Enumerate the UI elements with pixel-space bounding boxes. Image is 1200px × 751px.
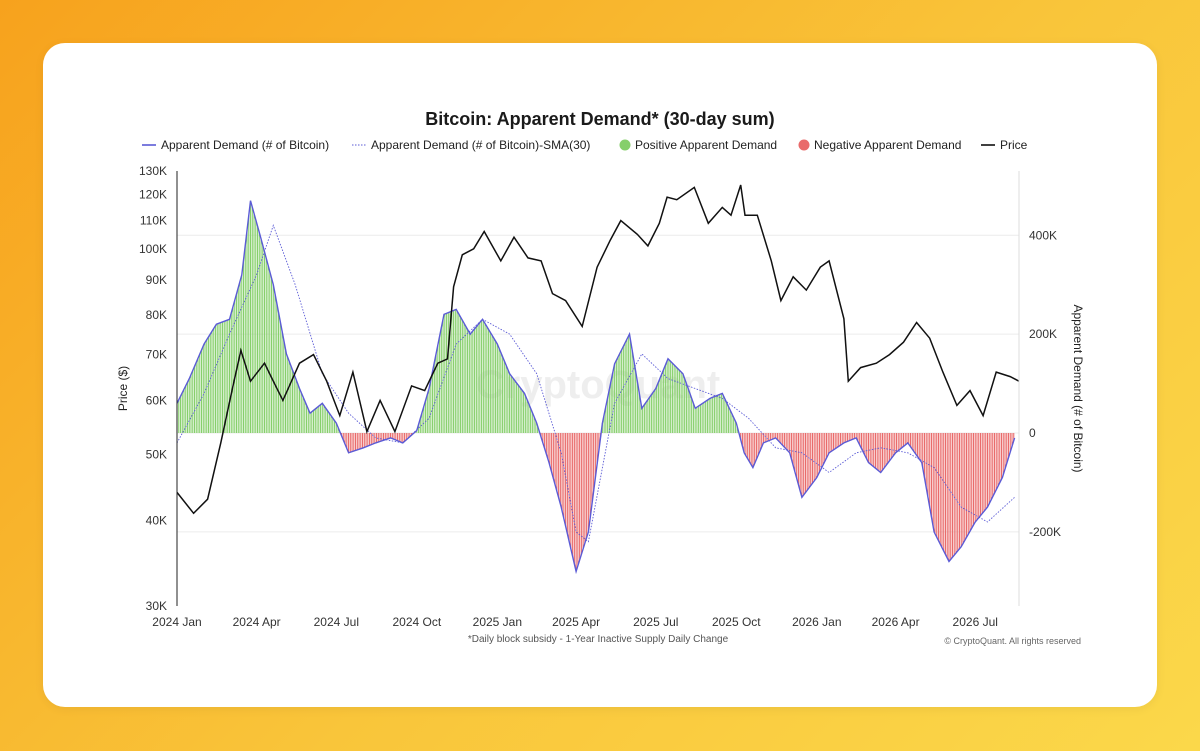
left-tick-label: 60K: [146, 393, 167, 407]
watermark-logo: CryptoQuant: [476, 363, 720, 407]
x-tick-label: 2025 Jan: [473, 615, 522, 629]
left-tick-label: 40K: [146, 514, 167, 528]
apparent-demand-line: [176, 200, 1016, 575]
chart-card: Bitcoin: Apparent Demand* (30-day sum) A…: [43, 43, 1157, 707]
left-tick-label: 30K: [146, 599, 167, 613]
demand-bars: [176, 200, 1015, 572]
left-axis-title: Price ($): [116, 366, 130, 411]
x-tick-label: 2024 Jul: [314, 615, 359, 629]
x-tick-label: 2026 Apr: [872, 615, 920, 629]
legend-label: Positive Apparent Demand: [635, 138, 777, 152]
left-tick-label: 90K: [146, 273, 167, 287]
apparent-demand-chart: Bitcoin: Apparent Demand* (30-day sum) A…: [116, 109, 1085, 646]
left-tick-label: 120K: [139, 188, 167, 202]
legend-label: Apparent Demand (# of Bitcoin)-SMA(30): [371, 138, 590, 152]
left-tick-label: 130K: [139, 164, 167, 178]
right-tick-label: -200K: [1029, 525, 1061, 539]
chart-title: Bitcoin: Apparent Demand* (30-day sum): [425, 109, 774, 129]
chart-axes: 30K 40K 50K 60K 70K 80K 90K 100K 110K 120K 130K 400…: [116, 164, 1085, 629]
chart-footnote: *Daily block subsidy - 1-Year Inactive S…: [468, 634, 729, 645]
x-tick-label: 2026 Jul: [953, 615, 998, 629]
right-axis-title: Apparent Demand (# of Bitcoin): [1071, 304, 1085, 472]
legend-dot-swatch: [619, 139, 631, 151]
chart-legend: Apparent Demand (# of Bitcoin) Apparent D…: [142, 138, 1028, 152]
legend-label: Apparent Demand (# of Bitcoin): [161, 138, 329, 152]
left-tick-label: 110K: [140, 214, 167, 228]
x-tick-label: 2025 Apr: [552, 615, 600, 629]
x-tick-label: 2024 Apr: [233, 615, 281, 629]
chart-lines: [176, 184, 1020, 575]
left-tick-label: 100K: [139, 242, 167, 256]
x-tick-label: 2025 Jul: [633, 615, 678, 629]
left-tick-label: 80K: [146, 308, 167, 322]
left-tick-label: 50K: [146, 447, 167, 461]
legend-label: Negative Apparent Demand: [814, 138, 961, 152]
x-tick-label: 2024 Oct: [392, 615, 441, 629]
price-line: [176, 184, 1020, 515]
right-tick-label: 200K: [1029, 327, 1057, 341]
copyright-notice: © CryptoQuant. All rights reserved: [944, 636, 1081, 646]
x-tick-label: 2025 Oct: [712, 615, 761, 629]
legend-dot-swatch: [798, 139, 810, 151]
right-tick-label: 400K: [1029, 228, 1057, 242]
left-tick-label: 70K: [146, 348, 167, 362]
apparent-demand-sma-line: [176, 224, 1015, 543]
x-tick-label: 2026 Jan: [792, 615, 841, 629]
right-tick-label: 0: [1029, 426, 1036, 440]
x-tick-label: 2024 Jan: [152, 615, 201, 629]
legend-label: Price: [1000, 138, 1028, 152]
